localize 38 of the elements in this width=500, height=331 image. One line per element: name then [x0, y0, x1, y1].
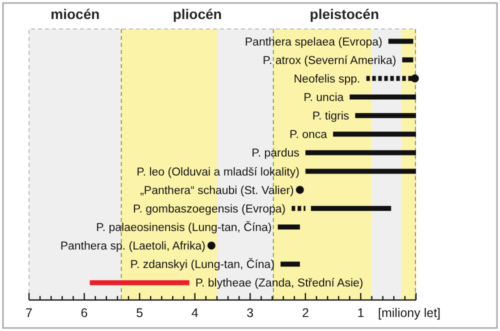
y-tick-label: P. onca — [290, 129, 328, 142]
bar — [366, 76, 414, 81]
y-tick-label: P. tigris — [312, 110, 350, 123]
x-axis-title: [miliony let] — [378, 306, 441, 320]
text: pleistocén — [310, 6, 380, 22]
bar — [305, 150, 416, 156]
bar — [305, 168, 416, 174]
y-tick-label: P. atrox (Severní Amerika) — [262, 54, 396, 67]
y-tick-label: P. gombaszoegensis (Evropa) — [133, 203, 286, 216]
bar — [90, 280, 190, 286]
x-tick-label: 1 — [357, 306, 364, 320]
bar — [278, 224, 300, 230]
bar — [310, 206, 392, 211]
text: miocén — [50, 6, 100, 22]
y-tick-label: Panthera spelaea (Evropa) — [244, 36, 383, 48]
text: pliocén — [172, 6, 222, 22]
x-tick-label: 4 — [191, 306, 198, 320]
y-tick-label: Neofelis spp. — [294, 73, 360, 86]
y-tick-label: „Panthera“ schaubi (St. Valier) — [140, 184, 294, 197]
y-tick-label: P. pardus — [252, 148, 300, 160]
y-tick-label: P. blytheae (Zanda, Střední Asie) — [195, 278, 364, 290]
x-tick-label: 7 — [26, 306, 33, 320]
bar — [280, 262, 300, 267]
y-tick-label: P. zdanskyi (Lung-tan, Čína) — [130, 257, 275, 272]
bar — [388, 38, 414, 44]
y-tick-label: P. palaeosinensis (Lung-tan, Čína) — [96, 220, 272, 234]
bar — [292, 206, 306, 211]
bar — [355, 113, 416, 118]
x-tick-label: 2 — [302, 306, 309, 320]
x-tick-label: 3 — [246, 306, 254, 320]
bar — [402, 57, 414, 62]
bar — [350, 94, 416, 100]
x-tick-label: 6 — [80, 306, 88, 320]
bar — [333, 132, 416, 137]
y-tick-label: P. uncia — [304, 92, 344, 104]
y-tick-label: Panthera sp. (Laetoli, Afrika) — [60, 240, 206, 253]
y-tick-label: P. leo (Olduvai a mladší lokality) — [136, 166, 300, 178]
x-tick-label: 5 — [136, 306, 144, 320]
